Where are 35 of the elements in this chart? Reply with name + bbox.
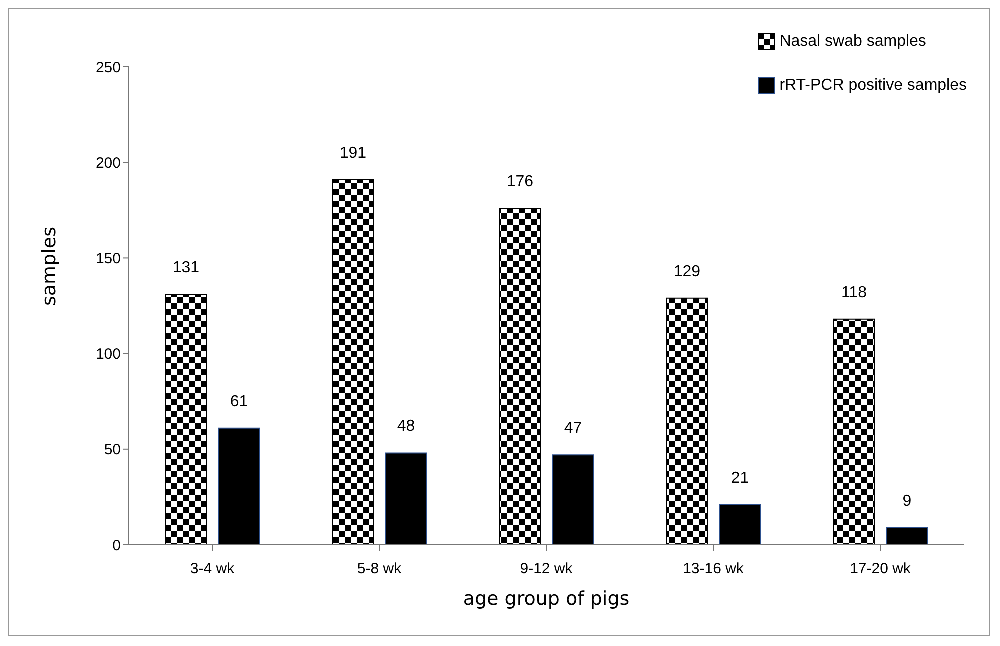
data-label: 21	[731, 470, 750, 487]
x-tick-label: 9-12 wk	[520, 560, 574, 578]
data-label: 176	[506, 173, 534, 190]
bar	[719, 504, 762, 545]
x-tick-label: 3-4 wk	[190, 560, 236, 578]
bar	[332, 179, 374, 545]
y-tick-label: 150	[96, 250, 121, 268]
data-label: 61	[230, 393, 248, 410]
bar	[666, 298, 708, 545]
bar	[165, 294, 208, 545]
data-label: 47	[564, 420, 582, 438]
x-axis-title: age group of pigs	[463, 588, 630, 610]
bar	[218, 428, 260, 545]
legend-label: Nasal swab samples	[780, 33, 926, 51]
data-label: 9	[902, 492, 912, 510]
bar	[385, 452, 428, 545]
x-tick-label: 17-20 wk	[850, 560, 912, 578]
y-axis-title: samples	[38, 227, 61, 306]
y-tick-label: 100	[96, 346, 121, 364]
data-label: 129	[674, 263, 701, 280]
bar	[886, 527, 928, 545]
y-tick-label: 200	[96, 154, 121, 172]
x-tick-label: 13-16 wk	[683, 560, 744, 578]
y-tick-label: 50	[104, 442, 121, 459]
bar	[552, 454, 594, 545]
data-label: 118	[841, 284, 868, 302]
y-tick-label: 250	[96, 59, 121, 76]
y-tick-label: 0	[112, 537, 121, 554]
x-tick-label: 5-8 wk	[357, 560, 402, 578]
data-label: 131	[172, 260, 200, 277]
data-label: 191	[340, 144, 367, 162]
bar	[833, 318, 876, 545]
legend-label: rRT-PCR positive samples	[780, 77, 967, 95]
data-label: 48	[397, 418, 416, 436]
bar	[499, 208, 542, 545]
